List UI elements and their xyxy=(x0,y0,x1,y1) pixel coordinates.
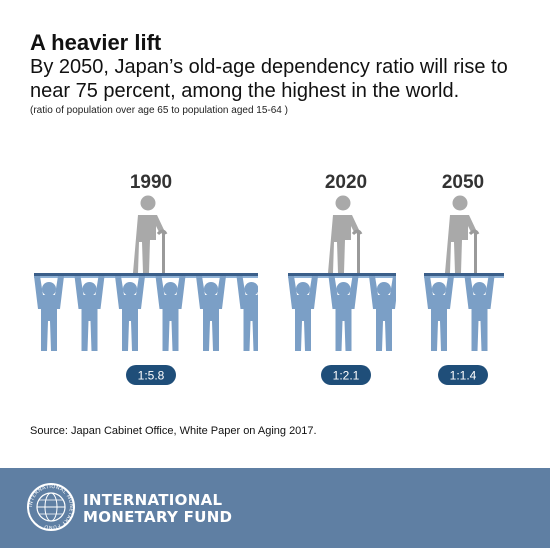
worker-figure xyxy=(34,276,64,351)
year-label: 2020 xyxy=(325,172,367,193)
year-label: 2050 xyxy=(442,172,484,193)
ratio-label: 1:5.8 xyxy=(138,369,165,383)
worker-figure xyxy=(74,276,105,351)
worker-figure xyxy=(236,276,258,351)
worker-figure xyxy=(464,276,495,351)
ratio-badge xyxy=(321,365,371,385)
imf-seal-logo: INTERNATIONAL MONETARY FUND xyxy=(27,483,75,531)
elder-figure xyxy=(133,195,168,273)
ratio-label: 1:2.1 xyxy=(333,369,360,383)
worker-figure xyxy=(196,276,226,351)
support-bar xyxy=(424,273,504,276)
worker-figure xyxy=(369,276,396,351)
source-note: Source: Japan Cabinet Office, White Pape… xyxy=(30,425,317,437)
pictograph-chart: 1990 1:5.8 2020 1:2.1 2050 1:1.4 xyxy=(34,172,504,385)
elder-figure xyxy=(445,195,480,273)
org-line-2: MONETARY FUND xyxy=(83,508,233,526)
imf-footer: INTERNATIONAL MONETARY FUND INTERNATIONA… xyxy=(0,468,550,548)
group-2020: 2020 1:2.1 xyxy=(288,172,396,385)
worker-figure xyxy=(115,276,145,351)
year-label: 1990 xyxy=(130,172,172,193)
group-1990: 1990 1:5.8 xyxy=(34,172,258,385)
group-2050: 2050 1:1.4 xyxy=(424,172,504,385)
org-name: INTERNATIONAL MONETARY FUND xyxy=(83,492,232,526)
ratio-badge xyxy=(126,365,176,385)
support-bar xyxy=(34,273,258,276)
chart-title: A heavier lift xyxy=(30,30,162,55)
chart-subtitle: By 2050, Japan’s old-age dependency rati… xyxy=(30,56,508,102)
worker-figure xyxy=(328,276,359,351)
worker-figure xyxy=(155,276,186,351)
worker-figure xyxy=(424,276,454,351)
org-line-1: INTERNATIONAL xyxy=(83,491,223,509)
elder-figure xyxy=(328,195,363,273)
chart-note: (ratio of population over age 65 to popu… xyxy=(30,105,288,116)
ratio-label: 1:1.4 xyxy=(450,369,477,383)
worker-figure xyxy=(288,276,318,351)
ratio-badge xyxy=(438,365,488,385)
support-bar xyxy=(288,273,396,276)
